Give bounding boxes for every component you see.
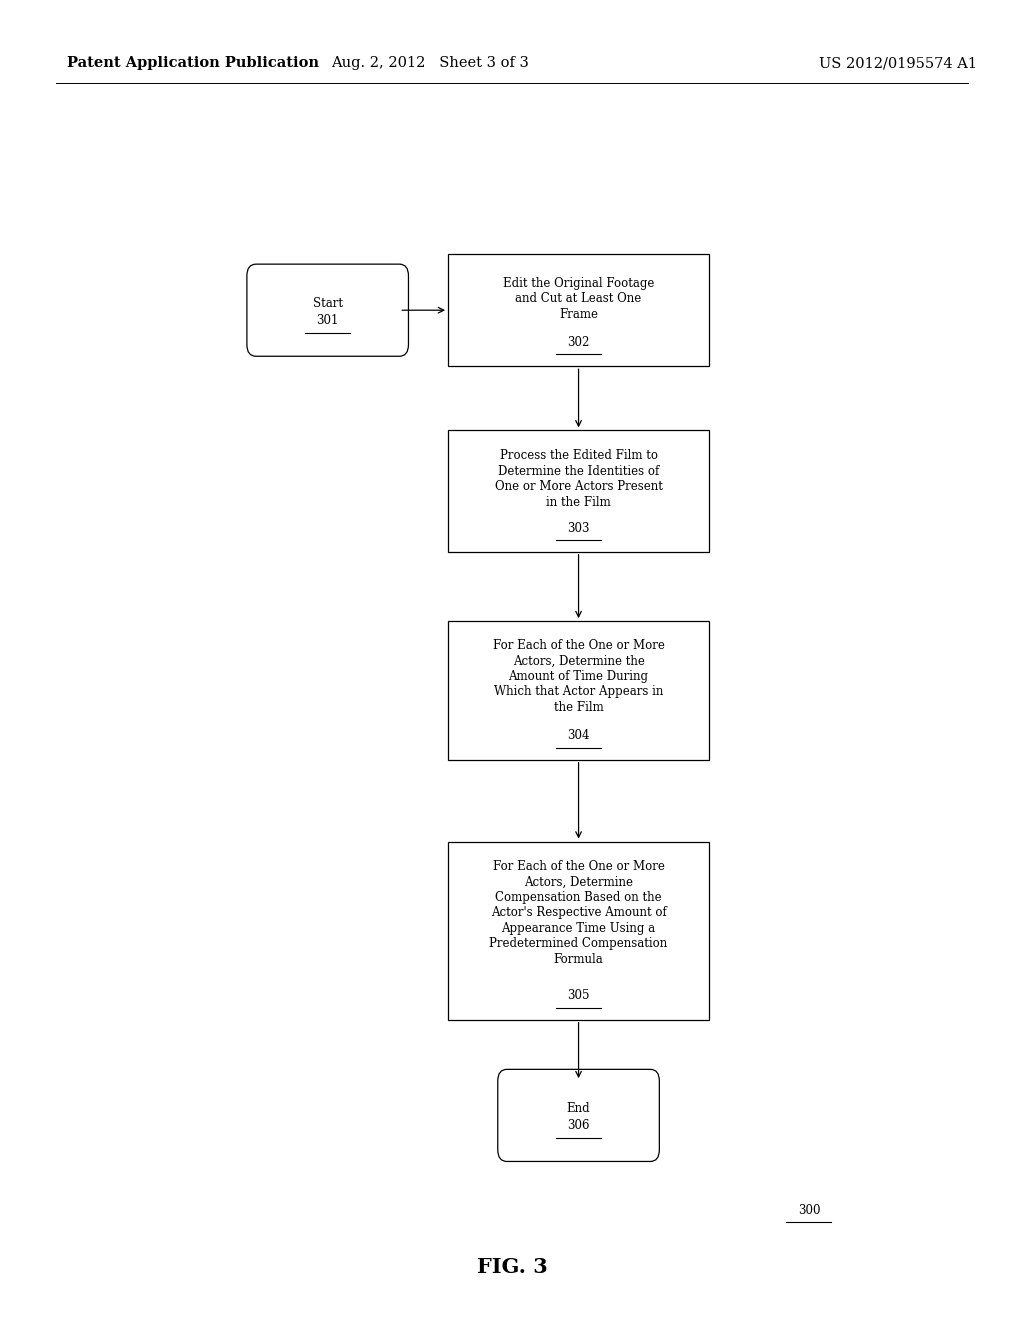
Text: For Each of the One or More
Actors, Determine the
Amount of Time During
Which th: For Each of the One or More Actors, Dete… xyxy=(493,639,665,714)
Text: 305: 305 xyxy=(567,990,590,1002)
Text: 303: 303 xyxy=(567,521,590,535)
Text: 300: 300 xyxy=(798,1204,820,1217)
Text: 306: 306 xyxy=(567,1119,590,1133)
Text: Start: Start xyxy=(312,297,343,310)
Text: End: End xyxy=(566,1102,591,1115)
FancyBboxPatch shape xyxy=(447,430,709,552)
Text: Edit the Original Footage
and Cut at Least One
Frame: Edit the Original Footage and Cut at Lea… xyxy=(503,277,654,321)
Text: 302: 302 xyxy=(567,337,590,348)
Text: For Each of the One or More
Actors, Determine
Compensation Based on the
Actor's : For Each of the One or More Actors, Dete… xyxy=(489,859,668,966)
FancyBboxPatch shape xyxy=(447,253,709,366)
FancyBboxPatch shape xyxy=(447,622,709,759)
Text: Aug. 2, 2012   Sheet 3 of 3: Aug. 2, 2012 Sheet 3 of 3 xyxy=(331,57,529,70)
FancyBboxPatch shape xyxy=(498,1069,659,1162)
Text: Process the Edited Film to
Determine the Identities of
One or More Actors Presen: Process the Edited Film to Determine the… xyxy=(495,449,663,508)
FancyBboxPatch shape xyxy=(247,264,409,356)
Text: US 2012/0195574 A1: US 2012/0195574 A1 xyxy=(819,57,977,70)
FancyBboxPatch shape xyxy=(447,842,709,1020)
Text: 301: 301 xyxy=(316,314,339,327)
Text: FIG. 3: FIG. 3 xyxy=(476,1257,548,1278)
Text: Patent Application Publication: Patent Application Publication xyxy=(67,57,318,70)
Text: 304: 304 xyxy=(567,730,590,742)
